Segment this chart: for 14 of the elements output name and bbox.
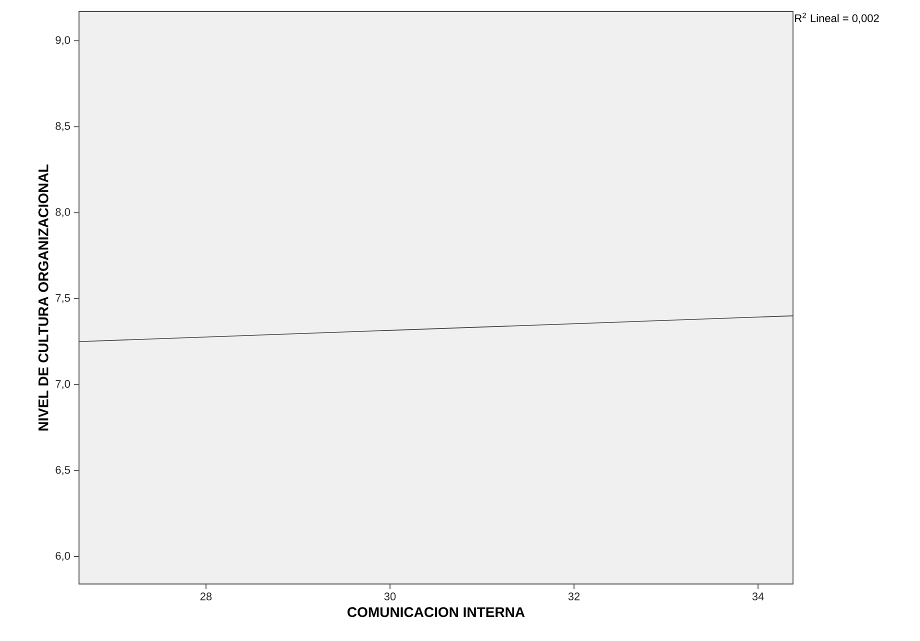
y-tick-label: 6,5 bbox=[56, 466, 70, 476]
y-tick-label: 7,0 bbox=[56, 380, 70, 390]
y-tick-label: 6,0 bbox=[56, 552, 70, 562]
y-tick-label: 8,5 bbox=[56, 122, 70, 132]
x-tick-label: 34 bbox=[752, 592, 764, 600]
x-tick-label: 28 bbox=[200, 592, 212, 600]
y-tick-label: 9,0 bbox=[56, 36, 70, 46]
x-tick-label: 32 bbox=[568, 592, 580, 600]
x-axis-title: COMUNICACION INTERNA bbox=[348, 607, 525, 618]
y-axis-title: NIVEL DE CULTURA ORGANIZACIONAL bbox=[38, 164, 48, 430]
text: R$^{2}$ Lineal = 0,002 bbox=[795, 12, 879, 24]
x-tick-label: 30 bbox=[384, 592, 396, 600]
y-tick-label: 8,0 bbox=[56, 208, 70, 218]
y-tick-label: 7,5 bbox=[56, 294, 70, 304]
